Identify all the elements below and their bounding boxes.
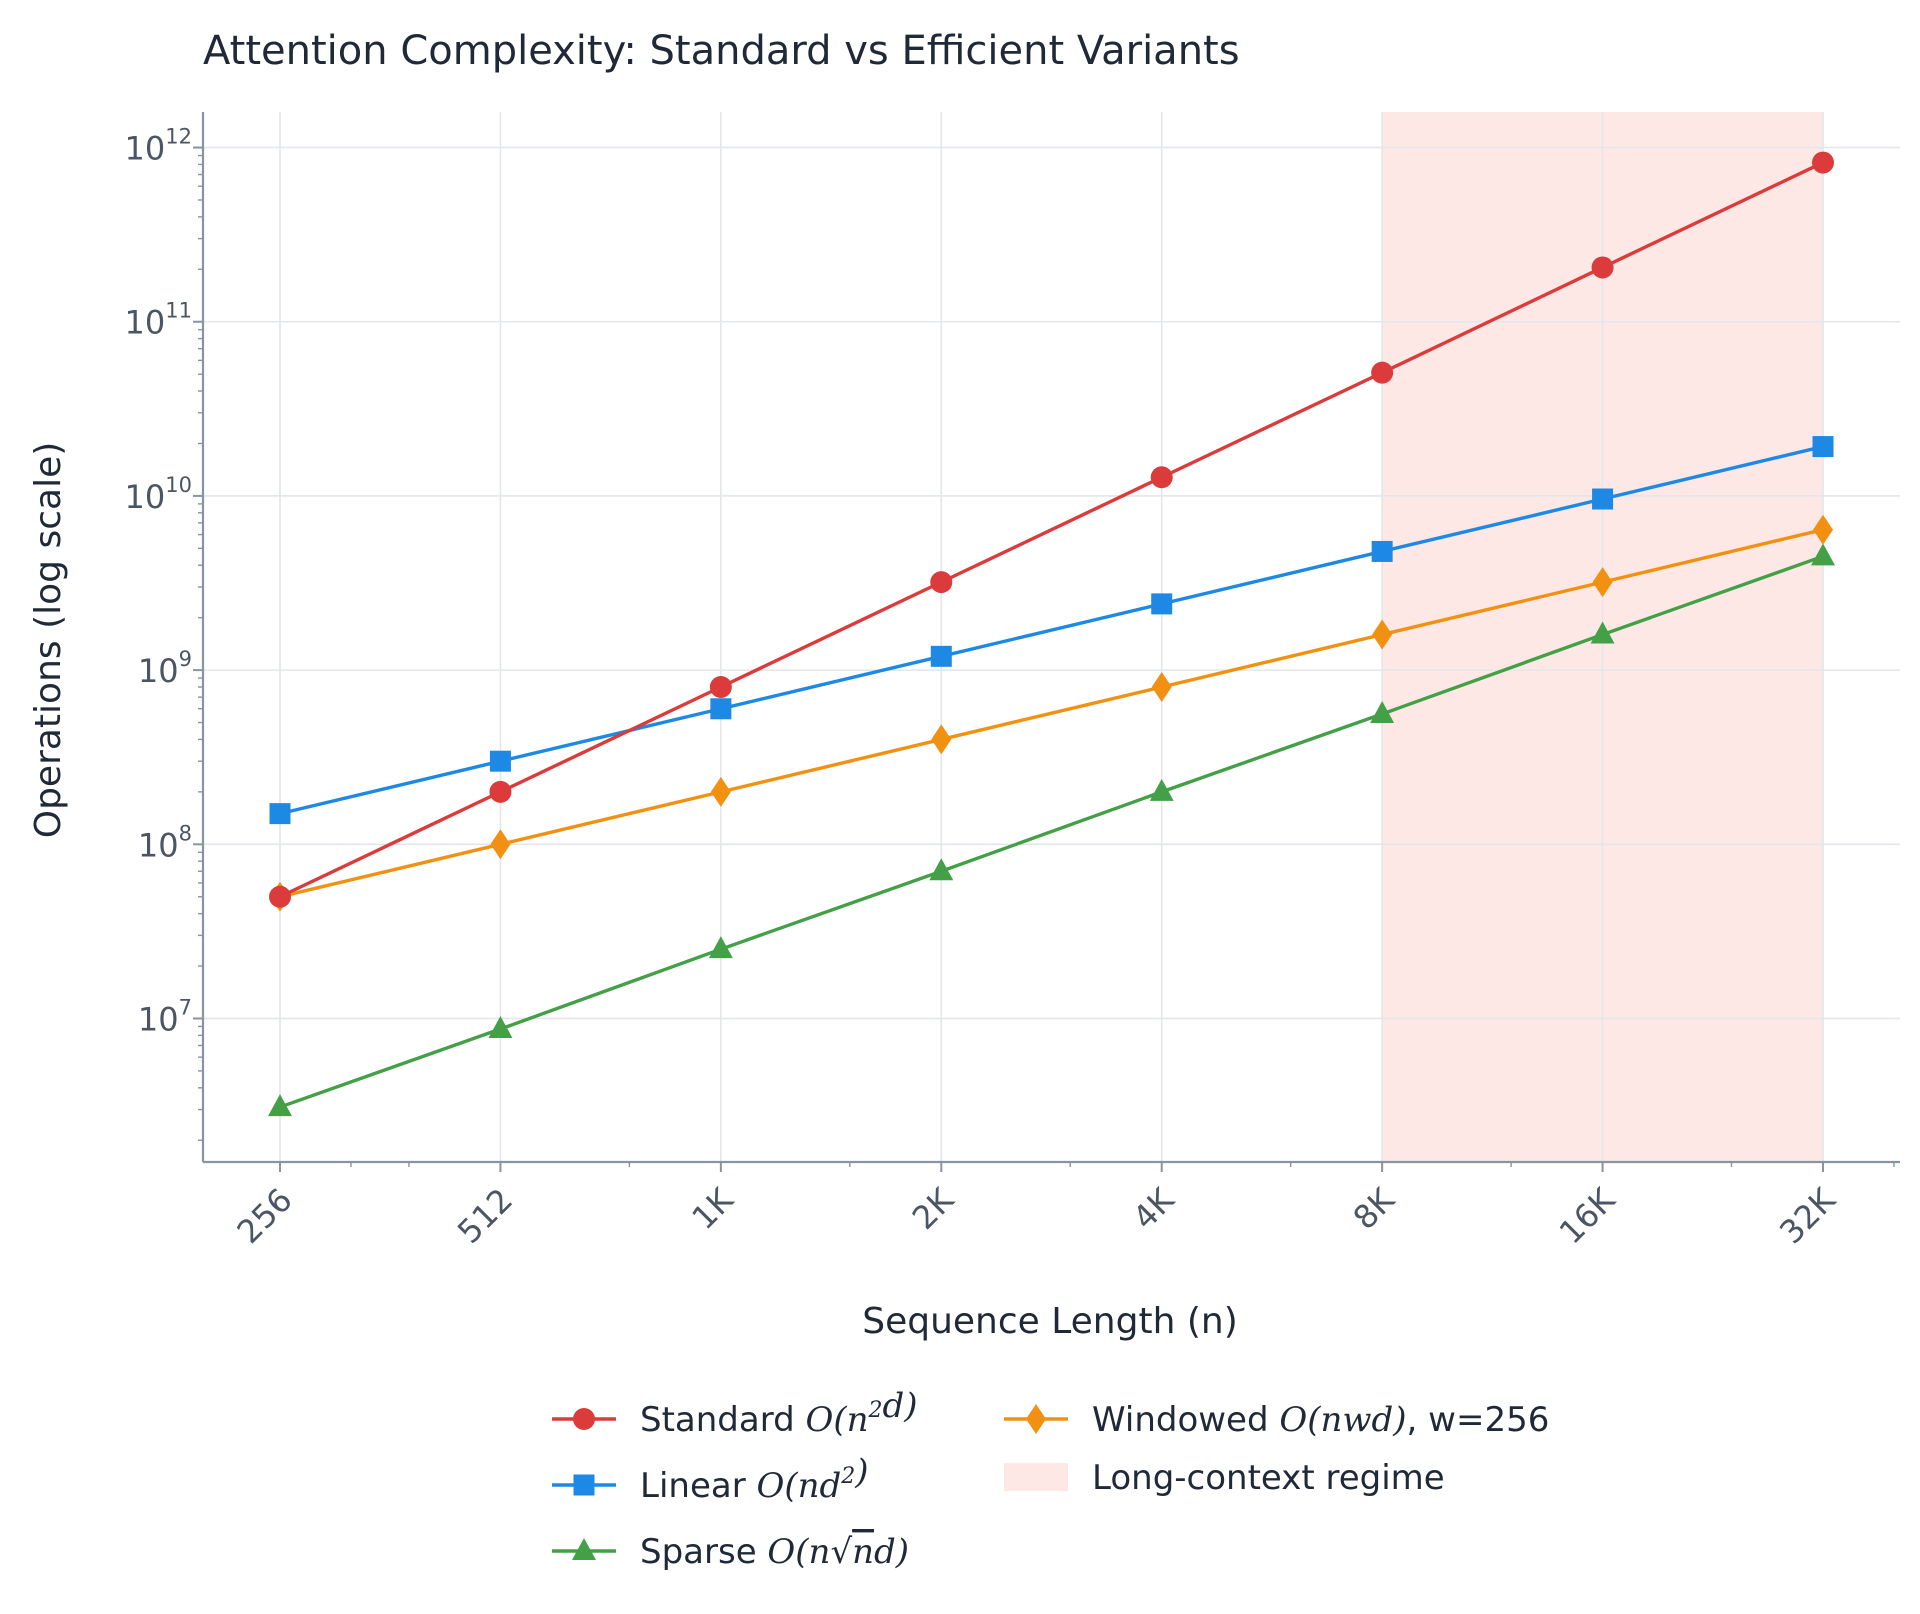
data-point-standard	[1591, 256, 1614, 279]
legend-marker-standard	[573, 1408, 595, 1430]
data-point-linear	[489, 750, 511, 772]
data-point-standard	[1371, 361, 1394, 384]
data-point-linear	[269, 803, 291, 825]
legend-label-linear: Linear O(nd2)	[640, 1452, 869, 1506]
legend-entry-linear: Linear O(nd2)	[552, 1452, 869, 1506]
x-tick-label: 8K	[1346, 1180, 1403, 1237]
data-point-sparse	[1149, 778, 1174, 801]
series-line-sparse	[279, 554, 1824, 1109]
data-point-linear	[1592, 488, 1614, 510]
data-point-sparse	[1811, 543, 1835, 566]
x-tick-label: 2K	[905, 1180, 962, 1237]
data-point-standard	[1812, 151, 1834, 174]
data-point-linear	[930, 645, 952, 667]
data-point-sparse	[708, 936, 733, 959]
legend-label-long-context: Long-context regime	[1092, 1458, 1445, 1498]
data-point-sparse	[1590, 621, 1615, 644]
series-line-standard	[279, 161, 1824, 899]
chart-title: Attention Complexity: Standard vs Effici…	[203, 28, 1240, 74]
series-linear	[269, 436, 1834, 825]
legend-marker-linear	[573, 1474, 595, 1496]
data-point-linear	[1812, 436, 1834, 458]
data-point-standard	[709, 675, 732, 698]
legend: Standard O(n2d) Linear O(nd2) Sparse O(n√n…	[552, 1386, 1549, 1572]
x-tick-label: 256	[230, 1181, 300, 1251]
legend-entry-sparse: Sparse O(n√nd)	[552, 1532, 909, 1572]
legend-label-standard: Standard O(n2d)	[640, 1386, 918, 1440]
y-tick-label: 1010	[125, 473, 192, 516]
data-point-linear	[1371, 540, 1393, 562]
x-tick-label: 4K	[1125, 1180, 1182, 1237]
data-point-windowed	[1151, 671, 1172, 702]
data-point-windowed	[931, 724, 952, 755]
legend-marker-sparse	[572, 1538, 596, 1560]
series-layer	[268, 151, 1835, 1117]
grid-lines	[203, 112, 1900, 1162]
y-tick-label: 1012	[125, 125, 192, 168]
data-point-windowed	[1813, 514, 1833, 545]
legend-label-sparse: Sparse O(n√nd)	[640, 1532, 909, 1572]
series-line-linear	[279, 444, 1824, 816]
data-point-sparse	[268, 1094, 292, 1117]
data-point-standard	[489, 780, 512, 803]
data-point-windowed	[1372, 619, 1393, 650]
legend-entry-long-context: Long-context regime	[1004, 1458, 1445, 1498]
data-point-sparse	[929, 858, 954, 881]
legend-entry-windowed: Windowed O(nwd), w=256	[1004, 1400, 1549, 1440]
y-axis-label: Operations (log scale)	[28, 442, 69, 839]
legend-label-windowed: Windowed O(nwd), w=256	[1092, 1400, 1549, 1440]
x-tick-label: 1K	[684, 1180, 741, 1237]
data-point-standard	[1150, 466, 1173, 489]
x-tick-label: 512	[450, 1181, 520, 1251]
series-sparse	[268, 543, 1835, 1117]
data-point-sparse	[488, 1016, 513, 1039]
x-axis-label: Sequence Length (n)	[862, 1301, 1238, 1342]
plot-region: 107 108 109 1010 1011 1012 256 512 1K 2K 4K 8K 16K 32…	[125, 112, 1900, 1251]
data-point-sparse	[1370, 700, 1395, 723]
data-point-standard	[269, 885, 291, 908]
data-point-windowed	[490, 829, 511, 860]
data-point-windowed	[710, 776, 731, 807]
data-point-standard	[930, 571, 953, 594]
series-standard	[269, 151, 1834, 908]
y-tick-label: 108	[138, 821, 192, 864]
y-tick-label: 109	[138, 647, 192, 690]
y-tick-label: 107	[138, 995, 192, 1038]
data-point-linear	[1151, 593, 1173, 615]
x-tick-label: 16K	[1552, 1180, 1623, 1251]
x-tick-label: 32K	[1772, 1180, 1843, 1251]
series-windowed	[270, 514, 1833, 912]
legend-entry-standard: Standard O(n2d)	[552, 1386, 918, 1440]
data-point-linear	[710, 698, 732, 720]
legend-swatch-long-context	[1004, 1463, 1068, 1491]
series-line-windowed	[279, 528, 1824, 899]
data-point-windowed	[1592, 567, 1613, 598]
legend-marker-windowed	[1026, 1404, 1046, 1434]
y-tick-label: 1011	[125, 299, 192, 342]
